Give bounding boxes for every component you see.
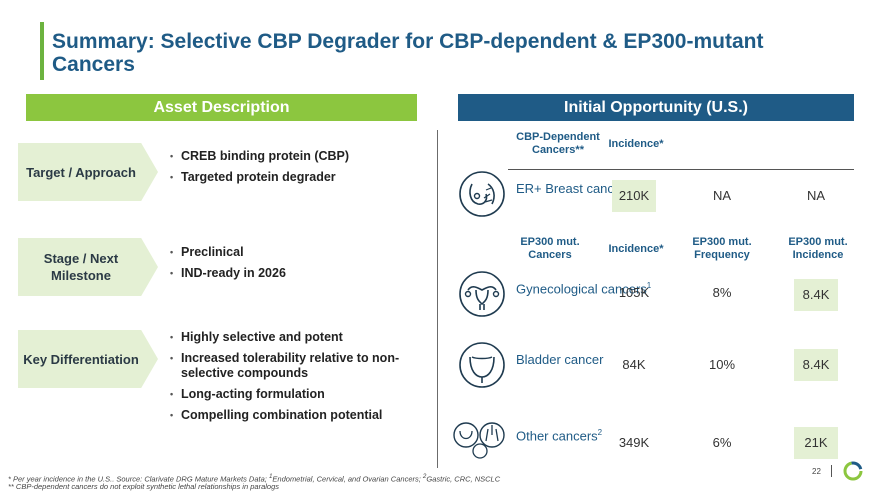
page-number: 22 [812,467,821,476]
breast-icon [459,171,505,217]
gyn-incidence: 105K [618,285,650,300]
col-header-incidence: Incidence* [608,138,664,150]
stage-bullets: Preclinical IND-ready in 2026 [170,245,420,287]
bladder-ep-incidence: 8.4K [794,349,838,381]
table-separator [508,169,854,170]
bullet: CREB binding protein (CBP) [170,149,420,164]
other-organs-icon [453,422,505,459]
row-label-gynecological: Gynecological cancers1 [516,281,652,297]
footnote-2: ** CBP-dependent cancers do not exploit … [8,482,279,491]
target-bullets: CREB binding protein (CBP) Targeted prot… [170,149,420,191]
page-title: Summary: Selective CBP Degrader for CBP-… [52,30,764,76]
row-label-breast: ER+ Breast cancer [516,181,626,196]
col-header-incidence-2: Incidence* [608,243,664,255]
breast-frequency: NA [712,188,732,203]
section-label-stage: Stage / Next Milestone [18,238,158,296]
section-label-differentiation: Key Differentiation [18,330,158,388]
other-frequency: 6% [712,435,732,450]
gyn-frequency: 8% [712,285,732,300]
col-header-cbp-cancers: CBP-Dependent Cancers** [516,131,600,156]
bullet: Increased tolerability relative to non-s… [170,351,420,381]
column-divider [437,130,438,468]
company-logo-icon [843,461,863,481]
col-header-ep300-cancers: EP300 mut. Cancers [520,236,580,261]
section-label-target: Target / Approach [18,143,158,201]
footnote-1: * Per year incidence in the U.S.. Source… [8,473,501,484]
bullet: Long-acting formulation [170,387,420,402]
bladder-icon [459,342,505,388]
bullet: Targeted protein degrader [170,170,420,185]
row-label-bladder: Bladder cancer [516,352,604,367]
bullet: Compelling combination potential [170,408,420,423]
differentiation-bullets: Highly selective and potent Increased to… [170,330,420,429]
col-header-ep300-frequency: EP300 mut. Frequency [692,236,752,261]
bladder-incidence: 84K [622,357,646,372]
page-divider [831,465,832,477]
bullet: Highly selective and potent [170,330,420,345]
asset-description-header: Asset Description [26,94,417,121]
breast-ep-incidence: NA [806,188,826,203]
row-label-other: Other cancers2 [516,428,603,444]
bladder-frequency: 10% [708,357,736,372]
other-incidence: 349K [618,435,650,450]
uterus-icon [459,271,505,317]
initial-opportunity-header: Initial Opportunity (U.S.) [458,94,854,121]
title-accent-bar [40,22,44,80]
bullet: Preclinical [170,245,420,260]
other-ep-incidence: 21K [794,427,838,459]
gyn-ep-incidence: 8.4K [794,279,838,311]
breast-incidence: 210K [612,180,656,212]
bullet: IND-ready in 2026 [170,266,420,281]
col-header-ep300-incidence: EP300 mut. Incidence [788,236,848,261]
